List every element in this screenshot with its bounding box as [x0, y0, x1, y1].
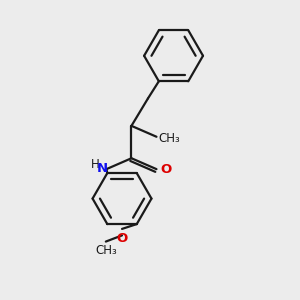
Text: CH₃: CH₃: [159, 132, 181, 145]
Text: O: O: [160, 163, 171, 176]
Text: N: N: [97, 162, 108, 175]
Text: CH₃: CH₃: [95, 244, 117, 256]
Text: H: H: [91, 158, 100, 171]
Text: O: O: [116, 232, 128, 245]
